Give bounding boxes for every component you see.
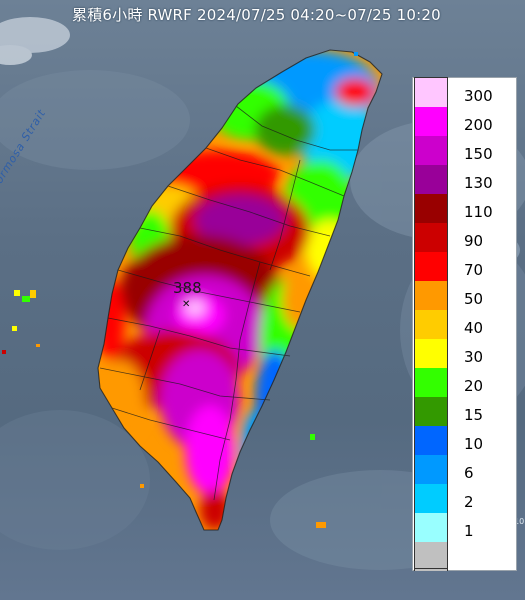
peak-marker-icon: ✕	[182, 299, 191, 310]
legend-label: 90	[464, 232, 484, 250]
legend-label: 40	[464, 319, 484, 337]
legend-row: 200	[412, 107, 517, 136]
legend-swatch	[414, 281, 448, 310]
legend-swatch	[414, 513, 448, 542]
legend-row: 1	[412, 513, 517, 542]
corner-label: 10	[514, 517, 525, 526]
legend-swatch	[414, 397, 448, 426]
legend-row: 20	[412, 368, 517, 397]
legend-row: 15	[412, 397, 517, 426]
county-borders	[97, 49, 383, 531]
legend-label: 300	[464, 87, 493, 105]
legend-row: 150	[412, 136, 517, 165]
legend-label: 110	[464, 203, 493, 221]
legend-row	[412, 542, 517, 571]
peak-value: 388	[173, 279, 202, 297]
legend-swatch	[414, 310, 448, 339]
legend-label: 2	[464, 493, 474, 511]
legend-label: 20	[464, 377, 484, 395]
legend-swatch	[414, 455, 448, 484]
legend-label: 130	[464, 174, 493, 192]
legend-label: 6	[464, 464, 474, 482]
legend-swatch	[414, 542, 448, 571]
legend-swatch	[414, 194, 448, 223]
legend-row: 40	[412, 310, 517, 339]
legend-label: 150	[464, 145, 493, 163]
sea-rain-specks	[2, 52, 358, 528]
legend-row: 10	[412, 426, 517, 455]
legend-swatch	[414, 426, 448, 455]
legend-label: 1	[464, 522, 474, 540]
legend-swatch	[414, 223, 448, 252]
legend-swatch	[414, 165, 448, 194]
legend-row: 6	[412, 455, 517, 484]
legend-label: 15	[464, 406, 484, 424]
legend-label: 10	[464, 435, 484, 453]
legend-row: 130	[412, 165, 517, 194]
legend-label: 70	[464, 261, 484, 279]
legend-row: 300	[412, 78, 517, 107]
legend-row: 30	[412, 339, 517, 368]
legend-swatch	[414, 107, 448, 136]
legend-swatch	[414, 484, 448, 513]
legend-label: 30	[464, 348, 484, 366]
legend-label: 200	[464, 116, 493, 134]
legend-label: 50	[464, 290, 484, 308]
legend-row: 70	[412, 252, 517, 281]
legend-row: 90	[412, 223, 517, 252]
legend-swatch	[414, 136, 448, 165]
legend-swatch	[414, 78, 448, 107]
color-legend: 300 200 150 130 110 90 70 50 40 30 20 15 10 6 2 1	[412, 77, 517, 571]
legend-swatch	[414, 368, 448, 397]
legend-row: 50	[412, 281, 517, 310]
map-title: 累積6小時 RWRF 2024/07/25 04:20~07/25 10:20	[72, 6, 441, 24]
legend-swatch	[414, 339, 448, 368]
legend-row: 2	[412, 484, 517, 513]
legend-row: 110	[412, 194, 517, 223]
legend-swatch	[414, 252, 448, 281]
